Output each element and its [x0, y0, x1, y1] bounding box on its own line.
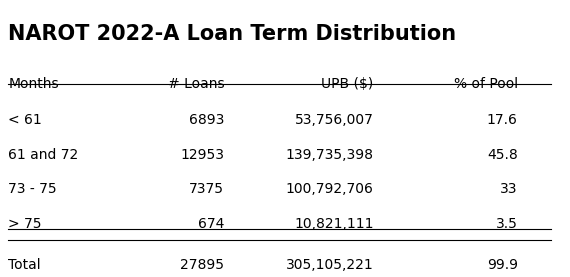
Text: # Loans: # Loans [168, 77, 224, 91]
Text: < 61: < 61 [9, 113, 42, 127]
Text: UPB ($): UPB ($) [321, 77, 374, 91]
Text: 100,792,706: 100,792,706 [286, 182, 374, 196]
Text: Months: Months [9, 77, 59, 91]
Text: 17.6: 17.6 [487, 113, 518, 127]
Text: 10,821,111: 10,821,111 [294, 217, 374, 231]
Text: 61 and 72: 61 and 72 [9, 148, 79, 162]
Text: 7375: 7375 [189, 182, 224, 196]
Text: 3.5: 3.5 [496, 217, 518, 231]
Text: 12953: 12953 [180, 148, 224, 162]
Text: > 75: > 75 [9, 217, 42, 231]
Text: NAROT 2022-A Loan Term Distribution: NAROT 2022-A Loan Term Distribution [9, 24, 457, 44]
Text: % of Pool: % of Pool [454, 77, 518, 91]
Text: 139,735,398: 139,735,398 [286, 148, 374, 162]
Text: 53,756,007: 53,756,007 [295, 113, 374, 127]
Text: 99.9: 99.9 [487, 258, 518, 272]
Text: 674: 674 [198, 217, 224, 231]
Text: 33: 33 [500, 182, 518, 196]
Text: 73 - 75: 73 - 75 [9, 182, 57, 196]
Text: 6893: 6893 [189, 113, 224, 127]
Text: 305,105,221: 305,105,221 [286, 258, 374, 272]
Text: 27895: 27895 [180, 258, 224, 272]
Text: 45.8: 45.8 [487, 148, 518, 162]
Text: Total: Total [9, 258, 41, 272]
